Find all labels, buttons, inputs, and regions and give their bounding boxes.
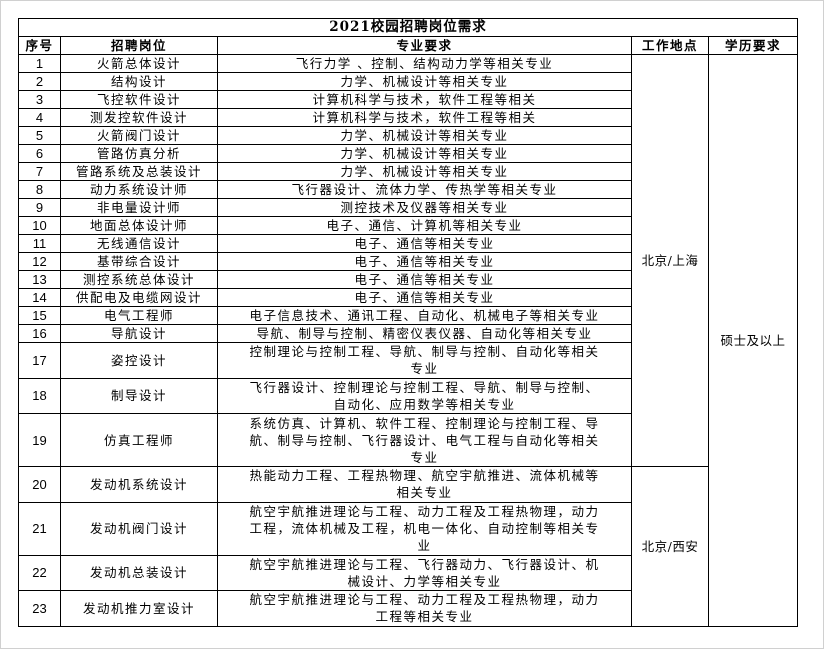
position-cell: 供配电及电缆网设计: [60, 288, 218, 307]
major-cell: 系统仿真、计算机、软件工程、控制理论与控制工程、导 航、制导与控制、飞行器设计、…: [217, 413, 632, 468]
row-number: 16: [18, 324, 61, 343]
row-number: 12: [18, 252, 61, 271]
position-cell: 姿控设计: [60, 342, 218, 379]
row-number: 20: [18, 466, 61, 503]
position-cell: 飞控软件设计: [60, 90, 218, 109]
table-row: 1 火箭总体设计 飞行力学 、控制、结构动力学等相关专业 北京/上海 硕士及以上: [18, 53, 798, 627]
table-row: 7 管路系统及总装设计 力学、机械设计等相关专业: [18, 162, 798, 181]
table-body: 1 火箭总体设计 飞行力学 、控制、结构动力学等相关专业 北京/上海 硕士及以上 2 结构设…: [18, 53, 798, 627]
major-cell: 电子、通信等相关专业: [217, 270, 632, 289]
table-row: 19 仿真工程师 系统仿真、计算机、软件工程、控制理论与控制工程、导 航、制导与控制…: [18, 413, 798, 468]
position-cell: 动力系统设计师: [60, 180, 218, 199]
position-cell: 火箭阀门设计: [60, 126, 218, 145]
position-cell: 发动机阀门设计: [60, 501, 218, 556]
major-cell: 航空宇航推进理论与工程、飞行器动力、飞行器设计、机 械设计、力学等相关专业: [217, 554, 632, 592]
row-number: 13: [18, 270, 61, 289]
position-cell: 结构设计: [60, 72, 218, 91]
recruitment-table: 2021校园招聘岗位需求 序号 招聘岗位 专业要求 工作地点 学历要求 1 火箭总…: [18, 18, 798, 627]
row-number: 9: [18, 198, 61, 217]
major-cell: 力学、机械设计等相关专业: [217, 162, 632, 181]
header-major: 专业要求: [217, 36, 632, 55]
position-cell: 地面总体设计师: [60, 216, 218, 235]
major-cell: 电子、通信等相关专业: [217, 252, 632, 271]
table-row: 5 火箭阀门设计 力学、机械设计等相关专业: [18, 126, 798, 145]
position-cell: 测控系统总体设计: [60, 270, 218, 289]
table-row: 16 导航设计 导航、制导与控制、精密仪表仪器、自动化等相关专业: [18, 324, 798, 343]
major-cell: 测控技术及仪器等相关专业: [217, 198, 632, 217]
table-row: 15 电气工程师 电子信息技术、通讯工程、自动化、机械电子等相关专业: [18, 306, 798, 325]
table-row: 23 发动机推力室设计 航空宇航推进理论与工程、动力工程及工程热物理，动力 工程等相…: [18, 590, 798, 627]
table-row: 18 制导设计 飞行器设计、控制理论与控制工程、导航、制导与控制、 自动化、应用数学…: [18, 377, 798, 415]
table-row: 22 发动机总装设计 航空宇航推进理论与工程、飞行器动力、飞行器设计、机 械设计、力…: [18, 554, 798, 592]
position-cell: 测发控软件设计: [60, 108, 218, 127]
table-row: 10 地面总体设计师 电子、通信、计算机等相关专业: [18, 216, 798, 235]
table-row: 8 动力系统设计师 飞行器设计、流体力学、传热学等相关专业: [18, 180, 798, 199]
major-cell: 电子、通信等相关专业: [217, 288, 632, 307]
major-cell: 控制理论与控制工程、导航、制导与控制、自动化等相关 专业: [217, 342, 632, 379]
major-cell: 电子、通信等相关专业: [217, 234, 632, 253]
major-cell: 飞行器设计、流体力学、传热学等相关专业: [217, 180, 632, 199]
position-cell: 发动机系统设计: [60, 466, 218, 503]
major-cell: 飞行力学 、控制、结构动力学等相关专业: [217, 54, 632, 73]
row-number: 22: [18, 554, 61, 592]
major-cell: 计算机科学与技术，软件工程等相关: [217, 90, 632, 109]
location-cell: 北京/西安: [631, 466, 709, 627]
major-cell: 飞行器设计、控制理论与控制工程、导航、制导与控制、 自动化、应用数学等相关专业: [217, 377, 632, 415]
table-title: 2021校园招聘岗位需求: [18, 18, 798, 37]
position-cell: 基带综合设计: [60, 252, 218, 271]
location-cell: 北京/上海: [631, 53, 709, 468]
position-cell: 发动机推力室设计: [60, 590, 218, 627]
table-row: 20 发动机系统设计 热能动力工程、工程热物理、航空宇航推进、流体机械等 相关专业北…: [18, 466, 798, 627]
row-number: 1: [18, 54, 61, 73]
row-number: 11: [18, 234, 61, 253]
row-number: 19: [18, 413, 61, 468]
position-cell: 火箭总体设计: [60, 54, 218, 73]
position-cell: 非电量设计师: [60, 198, 218, 217]
row-number: 10: [18, 216, 61, 235]
major-cell: 航空宇航推进理论与工程、动力工程及工程热物理，动力 工程等相关专业: [217, 590, 632, 627]
major-cell: 力学、机械设计等相关专业: [217, 72, 632, 91]
position-cell: 发动机总装设计: [60, 554, 218, 592]
major-cell: 电子信息技术、通讯工程、自动化、机械电子等相关专业: [217, 306, 632, 325]
row-number: 8: [18, 180, 61, 199]
row-number: 6: [18, 144, 61, 163]
position-cell: 制导设计: [60, 377, 218, 415]
position-cell: 管路系统及总装设计: [60, 162, 218, 181]
row-number: 17: [18, 342, 61, 379]
position-cell: 电气工程师: [60, 306, 218, 325]
major-cell: 计算机科学与技术，软件工程等相关: [217, 108, 632, 127]
row-number: 3: [18, 90, 61, 109]
major-cell: 力学、机械设计等相关专业: [217, 126, 632, 145]
row-number: 14: [18, 288, 61, 307]
table-row: 21 发动机阀门设计 航空宇航推进理论与工程、动力工程及工程热物理，动力 工程，流体…: [18, 501, 798, 556]
row-number: 15: [18, 306, 61, 325]
major-cell: 航空宇航推进理论与工程、动力工程及工程热物理，动力 工程，流体机械及工程，机电一…: [217, 501, 632, 556]
table-row: 4 测发控软件设计 计算机科学与技术，软件工程等相关: [18, 108, 798, 127]
position-cell: 仿真工程师: [60, 413, 218, 468]
major-cell: 电子、通信、计算机等相关专业: [217, 216, 632, 235]
major-cell: 导航、制导与控制、精密仪表仪器、自动化等相关专业: [217, 324, 632, 343]
education-cell: 硕士及以上: [708, 54, 798, 627]
header-location: 工作地点: [631, 36, 709, 55]
header-education: 学历要求: [708, 36, 798, 55]
header-position: 招聘岗位: [60, 36, 218, 55]
position-cell: 无线通信设计: [60, 234, 218, 253]
position-cell: 管路仿真分析: [60, 144, 218, 163]
position-cell: 导航设计: [60, 324, 218, 343]
header-number: 序号: [18, 36, 61, 55]
major-cell: 力学、机械设计等相关专业: [217, 144, 632, 163]
row-number: 21: [18, 501, 61, 556]
header-row: 序号 招聘岗位 专业要求 工作地点 学历要求: [18, 36, 798, 55]
row-number: 4: [18, 108, 61, 127]
table-row: 9 非电量设计师 测控技术及仪器等相关专业: [18, 198, 798, 217]
row-number: 2: [18, 72, 61, 91]
row-number: 18: [18, 377, 61, 415]
row-number: 23: [18, 590, 61, 627]
table-row: 6 管路仿真分析 力学、机械设计等相关专业: [18, 144, 798, 163]
row-number: 5: [18, 126, 61, 145]
row-number: 7: [18, 162, 61, 181]
table-row: 13 测控系统总体设计 电子、通信等相关专业: [18, 270, 798, 289]
table-row: 14 供配电及电缆网设计 电子、通信等相关专业: [18, 288, 798, 307]
major-cell: 热能动力工程、工程热物理、航空宇航推进、流体机械等 相关专业: [217, 466, 632, 503]
